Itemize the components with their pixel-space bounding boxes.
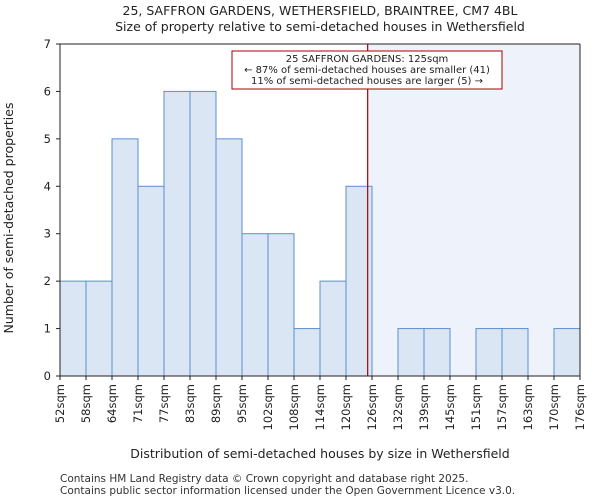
bar-102sqm: [267, 233, 295, 377]
x-axis-label: Distribution of semi-detached houses by …: [130, 446, 509, 461]
bar-83sqm: [189, 90, 217, 377]
footer-line-1: Contains HM Land Registry data © Crown c…: [60, 473, 469, 485]
x-tick-label-126sqm: 126sqm: [365, 384, 379, 430]
plot-area: 0 1 2 3 4 5 6 7 52sqm 58sqm 64sqm 71sqm 77sqm 83sqm 89…: [44, 37, 587, 430]
y-tick-label-4: 4: [44, 179, 51, 193]
bar-108sqm: [293, 328, 321, 377]
bar-170sqm: [553, 328, 581, 377]
x-tick-label-71sqm: 71sqm: [131, 384, 145, 423]
bar-132sqm: [397, 328, 425, 377]
x-tick-label-64sqm: 64sqm: [105, 384, 119, 423]
x-tick-label-108sqm: 108sqm: [287, 384, 301, 430]
annotation-line-2: ← 87% of semi-detached houses are smalle…: [244, 65, 490, 76]
y-tick-label-7: 7: [44, 37, 51, 51]
annotation-box: [231, 50, 503, 90]
bar-95sqm: [241, 233, 269, 377]
bar-77sqm: [163, 90, 191, 377]
x-tick-label-176sqm: 176sqm: [573, 384, 587, 430]
x-tick-label-102sqm: 102sqm: [261, 384, 275, 430]
y-axis-label: Number of semi-detached properties: [1, 103, 16, 334]
x-tick-label-89sqm: 89sqm: [209, 384, 223, 423]
x-tick-label-120sqm: 120sqm: [339, 384, 353, 430]
y-tick-label-3: 3: [44, 227, 51, 241]
x-tick-label-170sqm: 170sqm: [547, 384, 561, 430]
y-tick-label-0: 0: [44, 369, 51, 383]
bar-89sqm: [215, 138, 243, 377]
x-tick-label-163sqm: 163sqm: [521, 384, 535, 430]
larger-region-shade: [367, 44, 580, 376]
y-tick-label-6: 6: [44, 84, 51, 98]
x-tick-label-157sqm: 157sqm: [495, 384, 509, 430]
x-tick-label-83sqm: 83sqm: [183, 384, 197, 423]
y-tick-label-5: 5: [44, 132, 51, 146]
x-tick-label-145sqm: 145sqm: [443, 384, 457, 430]
bar-64sqm: [111, 138, 139, 377]
x-tick-label-77sqm: 77sqm: [157, 384, 171, 423]
x-tick-label-139sqm: 139sqm: [417, 384, 431, 430]
bar-52sqm: [59, 280, 87, 377]
chart-subtitle: Size of property relative to semi-detach…: [115, 19, 525, 34]
y-tick-label-1: 1: [44, 322, 51, 336]
y-tick-label-2: 2: [44, 274, 51, 288]
bar-58sqm: [85, 280, 113, 377]
bar-114sqm: [319, 280, 347, 377]
x-tick-label-58sqm: 58sqm: [79, 384, 93, 423]
x-tick-label-52sqm: 52sqm: [53, 384, 67, 423]
x-tick-label-95sqm: 95sqm: [235, 384, 249, 423]
bar-71sqm: [137, 185, 165, 377]
chart-title: 25, SAFFRON GARDENS, WETHERSFIELD, BRAIN…: [123, 3, 518, 18]
bar-139sqm: [423, 328, 451, 377]
annotation-line-3: 11% of semi-detached houses are larger (…: [251, 76, 483, 87]
x-tick-label-114sqm: 114sqm: [313, 384, 327, 430]
bar-157sqm: [501, 328, 529, 377]
x-tick-label-151sqm: 151sqm: [469, 384, 483, 430]
annotation-line-1: 25 SAFFRON GARDENS: 125sqm: [286, 54, 449, 65]
bar-151sqm: [475, 328, 503, 377]
footer-line-2: Contains public sector information licen…: [60, 485, 516, 497]
x-tick-label-132sqm: 132sqm: [391, 384, 405, 430]
